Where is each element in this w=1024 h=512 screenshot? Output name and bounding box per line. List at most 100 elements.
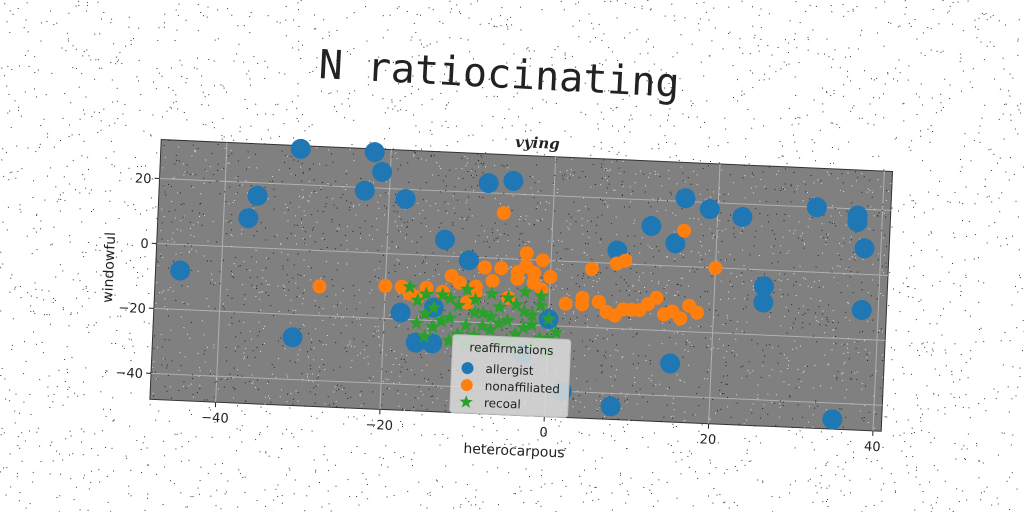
point-recoal xyxy=(533,288,550,303)
point-allergist xyxy=(390,302,411,323)
point-recoal xyxy=(467,304,483,320)
point-recoal xyxy=(517,284,533,299)
point-nonaffiliated xyxy=(677,223,692,238)
legend-marker-nonaffiliated xyxy=(460,379,473,392)
point-nonaffiliated xyxy=(584,261,599,276)
point-nonaffiliated xyxy=(708,260,723,275)
point-allergist xyxy=(753,292,774,313)
axes: −40 −20 0 20 40 −40 −20 0 20 xyxy=(115,171,881,456)
point-nonaffiliated xyxy=(477,260,492,275)
point-nonaffiliated xyxy=(510,265,525,280)
point-nonaffiliated xyxy=(607,308,622,323)
point-recoal xyxy=(508,296,524,312)
point-recoal xyxy=(426,299,442,315)
legend-title: reaffirmations xyxy=(469,340,554,358)
x-tick-label: 0 xyxy=(539,425,548,440)
y-tick-label: −40 xyxy=(115,366,143,382)
point-nonaffiliated xyxy=(535,253,550,268)
point-allergist xyxy=(395,189,416,210)
point-recoal xyxy=(402,279,418,294)
point-recoal xyxy=(515,319,532,335)
point-allergist xyxy=(503,170,524,191)
point-allergist xyxy=(364,142,385,163)
point-nonaffiliated xyxy=(591,294,606,309)
point-allergist xyxy=(699,199,720,220)
y-tick-label: −20 xyxy=(118,301,146,317)
point-recoal xyxy=(458,317,474,332)
point-allergist xyxy=(847,212,868,233)
point-recoal xyxy=(548,324,564,340)
point-recoal xyxy=(483,308,499,324)
x-gridline xyxy=(215,142,228,403)
point-recoal xyxy=(484,285,500,301)
legend-marker-allergist xyxy=(461,362,474,375)
y-gridline xyxy=(156,242,889,276)
point-recoal xyxy=(499,312,516,328)
point-allergist xyxy=(600,396,621,417)
point-allergist xyxy=(372,161,393,182)
point-recoal xyxy=(459,281,476,297)
point-allergist xyxy=(754,276,775,297)
point-allergist xyxy=(434,229,455,250)
point-nonaffiliated xyxy=(618,253,633,268)
x-tick-label: 20 xyxy=(699,432,716,448)
y-tick-label: 20 xyxy=(135,171,152,187)
point-allergist xyxy=(851,300,872,321)
point-recoal xyxy=(500,289,517,305)
x-axis-label: heterocarpous xyxy=(463,441,565,461)
point-allergist xyxy=(405,332,426,353)
point-allergist xyxy=(822,409,843,430)
point-recoal xyxy=(417,305,433,321)
point-nonaffiliated xyxy=(558,296,573,311)
point-recoal xyxy=(541,311,557,326)
point-nonaffiliated xyxy=(575,290,590,305)
point-allergist xyxy=(238,208,259,229)
point-allergist xyxy=(478,173,499,194)
point-recoal xyxy=(410,292,426,308)
point-recoal xyxy=(516,303,532,319)
point-allergist xyxy=(732,206,753,227)
point-allergist xyxy=(458,250,479,271)
point-nonaffiliated xyxy=(526,275,541,290)
point-recoal xyxy=(409,315,425,330)
y-gridline xyxy=(153,307,886,341)
x-tick-label: −40 xyxy=(201,411,229,427)
point-allergist xyxy=(170,260,191,281)
y-gridline xyxy=(159,178,891,211)
point-nonaffiliated xyxy=(496,206,511,221)
point-recoal xyxy=(492,299,508,314)
point-allergist xyxy=(641,216,662,237)
point-nonaffiliated xyxy=(378,278,393,293)
x-gridline xyxy=(872,171,885,431)
point-recoal xyxy=(425,319,441,334)
point-recoal xyxy=(491,315,507,331)
point-nonaffiliated xyxy=(649,290,664,305)
point-recoal xyxy=(416,328,432,344)
legend: reaffirmations allergistnonaffiliatedrec… xyxy=(449,334,572,418)
point-recoal xyxy=(524,307,540,322)
point-allergist xyxy=(660,353,681,374)
point-allergist xyxy=(675,188,696,209)
point-recoal xyxy=(467,291,484,307)
point-allergist xyxy=(354,180,375,201)
y-axis-label: windowful xyxy=(100,232,119,303)
point-allergist xyxy=(806,197,827,218)
legend-label-allergist: allergist xyxy=(485,362,534,378)
point-recoal xyxy=(482,321,499,337)
point-recoal xyxy=(451,297,467,313)
x-tick-label: 40 xyxy=(864,440,881,456)
point-allergist xyxy=(247,185,268,206)
legend-label-recoal: recoal xyxy=(484,396,521,412)
chart-title: vying xyxy=(515,133,560,153)
point-recoal xyxy=(533,297,549,313)
point-recoal xyxy=(433,312,450,328)
legend-marker-recoal xyxy=(459,395,473,408)
legend-box xyxy=(449,334,572,418)
point-nonaffiliated xyxy=(673,311,688,326)
point-nonaffiliated xyxy=(452,275,467,290)
point-allergist xyxy=(282,327,303,348)
point-nonaffiliated xyxy=(543,269,558,284)
point-nonaffiliated xyxy=(485,273,500,288)
point-recoal xyxy=(474,318,491,333)
